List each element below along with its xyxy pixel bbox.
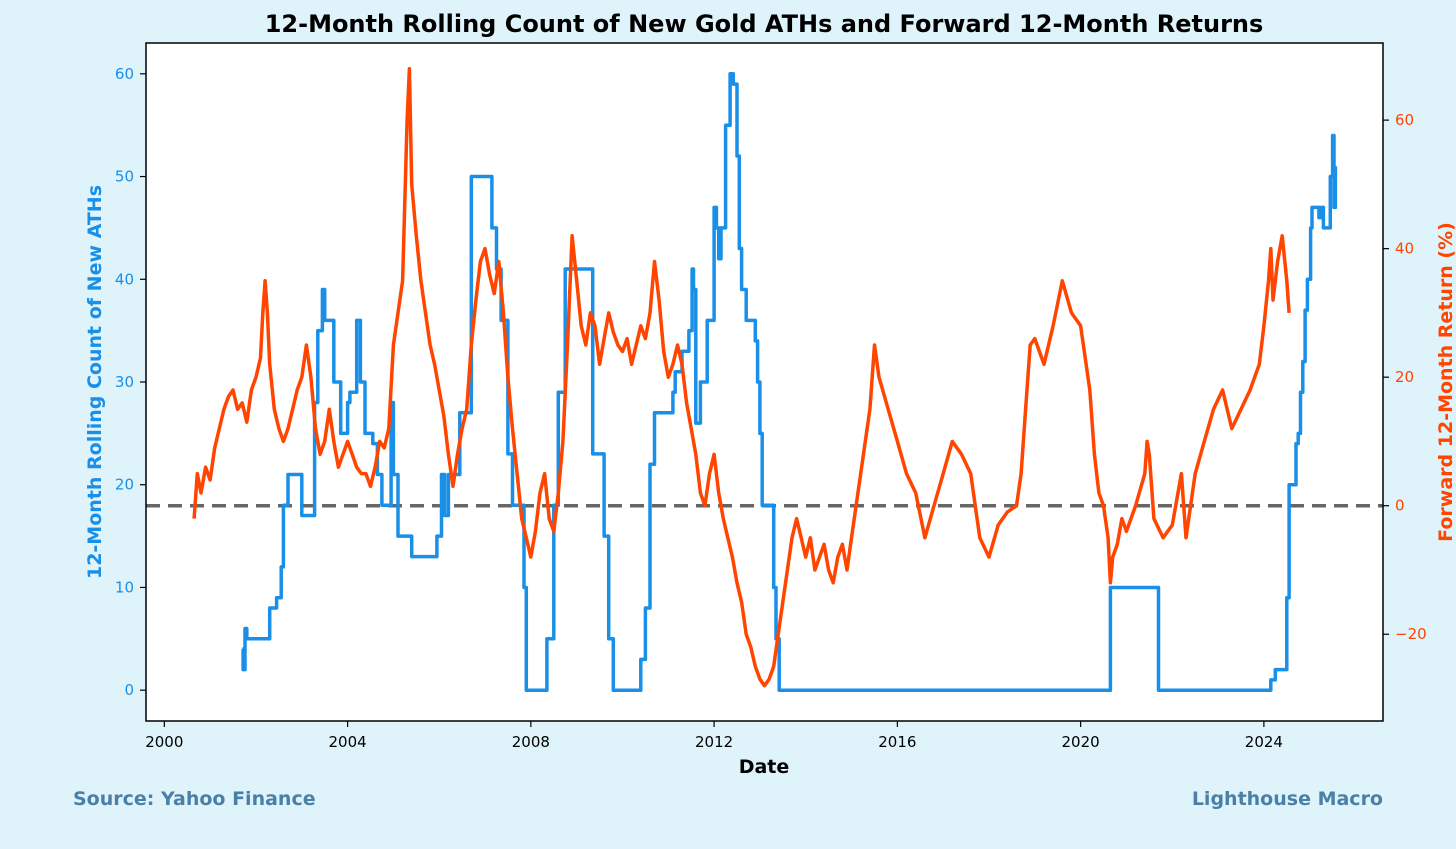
y-left-tick-label: 10: [115, 578, 134, 596]
y-left-tick-label: 0: [124, 681, 134, 699]
source-note: Source: Yahoo Finance: [73, 788, 316, 810]
y-left-tick-label: 40: [115, 270, 134, 288]
y-right-tick-label: 40: [1395, 240, 1414, 258]
x-tick-label: 2020: [1062, 733, 1100, 751]
y-left-tick-label: 30: [115, 373, 134, 391]
y-axis-right-label: Forward 12-Month Return (%): [1435, 222, 1456, 542]
x-tick-label: 2008: [512, 733, 550, 751]
y-right-tick-label: 0: [1395, 497, 1405, 515]
y-right-tick-label: −20: [1395, 625, 1427, 643]
y-left-tick-label: 20: [115, 476, 134, 494]
brand-note: Lighthouse Macro: [1191, 788, 1383, 810]
plot-area: [146, 43, 1383, 721]
x-axis-label: Date: [739, 756, 790, 778]
y-axis-left-label: 12-Month Rolling Count of New ATHs: [84, 185, 106, 579]
chart-title: 12-Month Rolling Count of New Gold ATHs …: [265, 10, 1264, 38]
y-right-tick-label: 20: [1395, 368, 1414, 386]
y-left-tick-label: 60: [115, 65, 134, 83]
x-tick-label: 2000: [145, 733, 183, 751]
x-tick-label: 2016: [878, 733, 916, 751]
ath-count-series-line: [241, 72, 1338, 692]
x-tick-label: 2024: [1245, 733, 1283, 751]
y-right-tick-label: 60: [1395, 111, 1414, 129]
x-tick-label: 2004: [328, 733, 366, 751]
y-left-tick-label: 50: [115, 168, 134, 186]
forward-return-series-line: [192, 66, 1291, 688]
x-tick-label: 2012: [695, 733, 733, 751]
